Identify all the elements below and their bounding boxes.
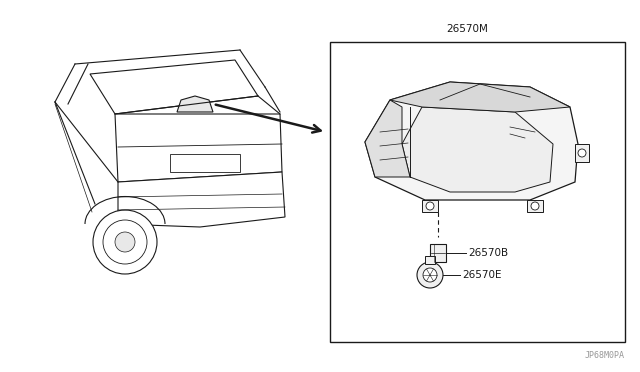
Circle shape <box>115 232 135 252</box>
Bar <box>170 154 240 172</box>
Bar <box>330 42 625 342</box>
Text: 26570E: 26570E <box>462 270 502 280</box>
Text: 26570B: 26570B <box>468 248 508 258</box>
Polygon shape <box>118 172 285 227</box>
Polygon shape <box>177 96 213 112</box>
Circle shape <box>423 268 437 282</box>
Polygon shape <box>365 82 578 200</box>
Polygon shape <box>90 60 258 114</box>
Bar <box>422 200 438 212</box>
Circle shape <box>103 220 147 264</box>
Circle shape <box>93 210 157 274</box>
Polygon shape <box>402 107 553 192</box>
Bar <box>575 144 589 162</box>
Text: JP68M0PA: JP68M0PA <box>585 351 625 360</box>
Circle shape <box>531 202 539 210</box>
Bar <box>527 200 543 212</box>
Polygon shape <box>115 114 282 182</box>
Circle shape <box>417 262 443 288</box>
Polygon shape <box>390 82 570 112</box>
Circle shape <box>426 202 434 210</box>
Polygon shape <box>365 100 410 177</box>
Text: 26570M: 26570M <box>447 24 488 34</box>
Circle shape <box>578 149 586 157</box>
Bar <box>430 244 446 262</box>
Bar <box>425 256 435 264</box>
